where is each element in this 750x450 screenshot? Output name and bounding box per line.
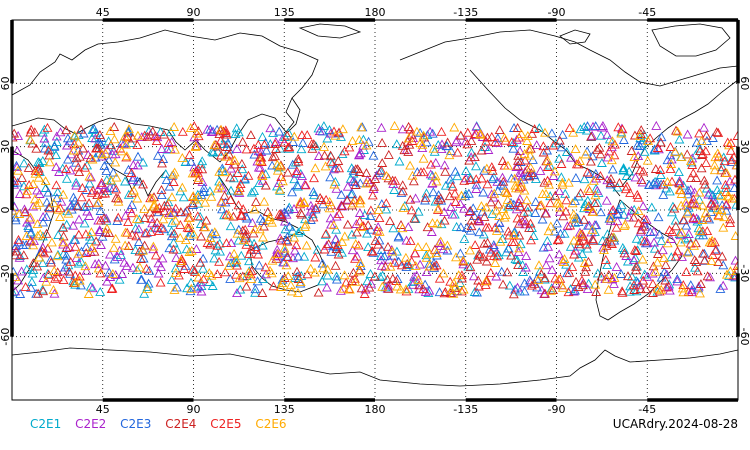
coastline: [399, 29, 738, 87]
dataset-date-label: UCARdry.2024-08-28: [612, 417, 738, 431]
coastline: [97, 149, 167, 197]
lat-tick-right: -60: [738, 328, 750, 346]
lat-tick-left: 0: [0, 207, 12, 214]
lon-tick-top: -90: [548, 6, 566, 19]
axis-tick-labels: 45 45 90 90 135 135 180 180 -135 -135 -90 -90 -45 -45…: [0, 6, 750, 416]
legend: C2E1 C2E2 C2E3 C2E4 C2E5 C2E6: [30, 417, 297, 431]
lat-tick-left: 30: [0, 140, 12, 154]
legend-item-c2e1: C2E1: [30, 417, 62, 431]
lon-tick-bottom: 135: [274, 403, 295, 416]
lon-tick-top: -45: [638, 6, 656, 19]
lon-tick-top: 180: [365, 6, 386, 19]
lon-tick-bottom: -135: [453, 403, 478, 416]
axis-frame-bars: [10, 18, 740, 402]
lat-tick-left: -60: [0, 328, 12, 346]
lat-tick-left: 60: [0, 76, 12, 90]
legend-item-c2e3: C2E3: [120, 417, 152, 431]
coastline: [12, 347, 738, 387]
lat-tick-right: -30: [738, 264, 750, 282]
lat-tick-right: 60: [738, 76, 750, 90]
legend-item-c2e4: C2E4: [165, 417, 197, 431]
observation-markers: [12, 120, 738, 299]
lon-tick-top: 90: [187, 6, 201, 19]
lon-tick-bottom: 90: [187, 403, 201, 416]
coastline: [651, 23, 731, 57]
lat-tick-right: 0: [738, 207, 750, 214]
legend-item-c2e5: C2E5: [210, 417, 242, 431]
coastline: [12, 29, 319, 163]
lon-tick-bottom: 45: [96, 403, 110, 416]
observation-markers-c2e5: [12, 121, 738, 298]
lon-tick-top: -135: [453, 6, 478, 19]
observation-markers-c2e6: [12, 120, 738, 298]
lat-tick-left: -30: [0, 264, 12, 282]
legend-item-c2e6: C2E6: [255, 417, 287, 431]
lon-tick-bottom: -45: [638, 403, 656, 416]
lat-tick-right: 30: [738, 140, 750, 154]
lon-tick-top: 45: [96, 6, 110, 19]
lon-tick-bottom: -90: [548, 403, 566, 416]
coastline: [287, 97, 301, 133]
coastline: [298, 23, 362, 39]
lon-tick-top: 135: [274, 6, 295, 19]
lon-tick-bottom: 180: [365, 403, 386, 416]
coastline: [559, 29, 591, 45]
coastline: [621, 79, 738, 187]
coastline: [217, 174, 299, 229]
legend-item-c2e2: C2E2: [75, 417, 107, 431]
